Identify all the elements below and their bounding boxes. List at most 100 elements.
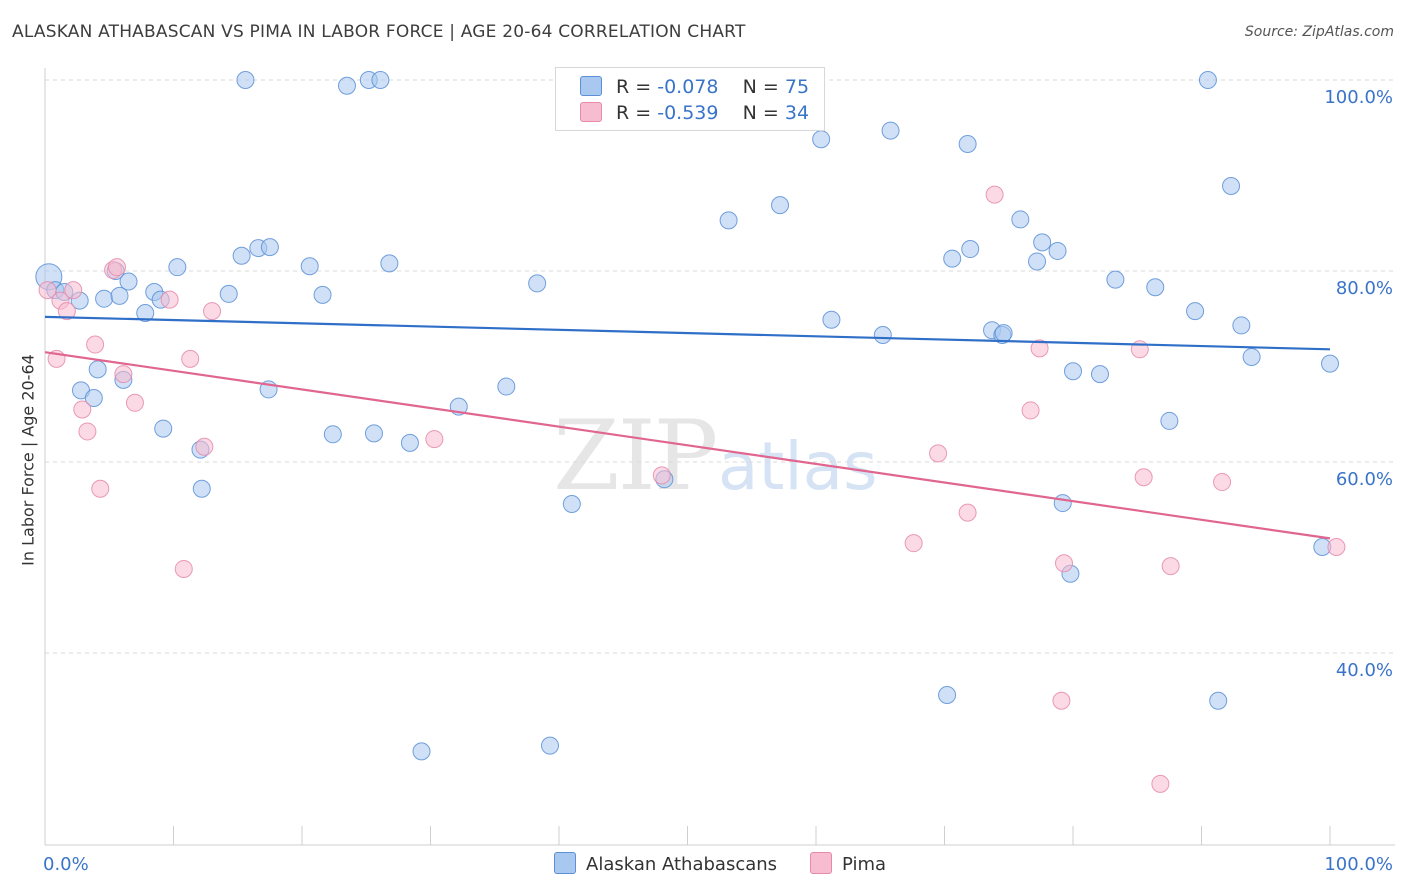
pima-point-26 [1055,554,1074,573]
alaskan-point-33 [400,433,419,452]
y-tick-label-1: 80.0% [1336,278,1393,299]
pima-point-7 [86,335,105,354]
pima-point-33 [1327,537,1346,556]
pima-point-32 [1213,473,1232,492]
watermark-atlas: atlas [718,428,878,505]
pima-r-label: R = [616,102,652,124]
pima-point-0 [38,281,57,300]
pima-trend-line [44,351,1331,540]
stats-row-pima: R = -0.539 N = 34 [580,102,809,128]
alaskan-point-43 [812,130,831,149]
pima-swatch [580,102,602,122]
pima-point-23 [985,185,1004,204]
x-tick-label-0: 0.0% [43,854,89,875]
alaskan-point-5 [84,389,103,408]
pima-point-25 [1030,339,1049,358]
alaskan-point-27 [323,425,342,444]
alaskan-point-54 [1011,210,1030,229]
alaskan-point-20 [232,246,251,265]
alaskan-point-62 [1106,270,1125,289]
alaskan-point-64 [1160,411,1179,430]
alaskan-point-60 [1064,362,1082,381]
legend-pima-label: Pima [842,854,887,875]
chart-title: ALASKAN ATHABASCAN VS PIMA IN LABOR FORC… [12,22,746,42]
alaskan-point-57 [1048,241,1067,260]
pima-point-3 [57,302,76,321]
y-tick-label-2: 60.0% [1336,469,1393,490]
alaskan-point-37 [528,274,547,293]
alaskan-point-41 [719,211,738,230]
pima-n-label: N = [742,102,779,124]
pima-n-value: 34 [784,102,810,124]
alaskan-point-49 [958,134,977,153]
pima-point-18 [425,430,444,449]
pima-point-13 [160,290,179,309]
pima-point-6 [78,422,97,441]
alaskan-point-53 [994,324,1013,343]
legend-item-alaskan[interactable]: Alaskan Athabascans [554,852,777,876]
alaskan-point-69 [1232,316,1251,335]
alaskan-point-56 [1033,233,1052,252]
x-tick-label-1: 100.0% [1324,854,1393,875]
alaskan-swatch [580,76,602,96]
y-tick-label-0: 100.0% [1324,87,1393,108]
alaskan-point-55 [1028,252,1047,271]
alaskan-point-66 [1198,71,1217,89]
watermark-zip: ZIP [553,400,718,512]
alaskan-point-65 [1186,302,1205,321]
legend-alaskan-swatch [554,852,576,874]
alaskan-point-63 [1146,278,1165,297]
pima-point-14 [174,559,193,578]
alaskan-point-36 [497,377,516,396]
alaskan-point-18 [192,479,211,498]
alaskan-point-15 [154,419,173,438]
pima-point-29 [1134,468,1153,487]
alaskan-point-48 [943,249,962,268]
alaskan-point-46 [881,121,900,140]
alaskan-trend-line [44,315,1331,351]
alaskan-point-61 [1090,365,1109,384]
alaskan-point-19 [219,284,238,303]
alaskan-n-value: 75 [784,76,810,98]
source-label: Source: ZipAtlas.com [1244,24,1394,40]
stats-legend: R = -0.078 N = 75 R = -0.539 N = 34 [555,67,825,131]
legend-item-pima[interactable]: Pima [810,852,886,876]
alaskan-point-21 [236,71,255,89]
pima-point-31 [1161,557,1180,576]
alaskan-point-67 [1209,691,1228,710]
alaskan-point-70 [1242,347,1261,366]
pima-point-11 [114,365,133,384]
stats-row-alaskan: R = -0.078 N = 75 [580,76,809,102]
alaskan-point-30 [364,424,383,443]
alaskan-point-39 [562,495,581,514]
pima-point-16 [195,437,214,456]
alaskan-n-label: N = [742,76,779,98]
legend-pima-swatch [810,852,832,874]
pima-point-17 [203,302,222,321]
pima-point-12 [125,393,144,412]
alaskan-point-44 [822,310,841,329]
pima-point-4 [64,281,83,300]
alaskan-point-26 [313,285,332,304]
alaskan-point-38 [541,736,560,755]
pima-r-value: -0.539 [657,102,719,124]
alaskan-point-50 [961,240,980,259]
y-tick-label-3: 40.0% [1336,660,1393,681]
alaskan-point-12 [136,304,155,323]
alaskan-r-value: -0.078 [657,76,719,98]
alaskan-point-7 [95,289,114,308]
pima-point-24 [1021,401,1040,420]
pima-point-30 [1151,774,1170,793]
alaskan-point-72 [1321,354,1339,373]
pima-point-10 [107,258,126,277]
pima-point-15 [181,349,200,368]
pima-point-20 [904,534,923,553]
pima-point-8 [91,479,110,498]
alaskan-point-58 [1053,494,1072,513]
pima-point-27 [1052,691,1071,710]
alaskan-point-32 [380,254,399,273]
alaskan-point-6 [88,360,107,379]
alaskan-point-31 [371,71,390,89]
legend-alaskan-label: Alaskan Athabascans [586,854,778,875]
